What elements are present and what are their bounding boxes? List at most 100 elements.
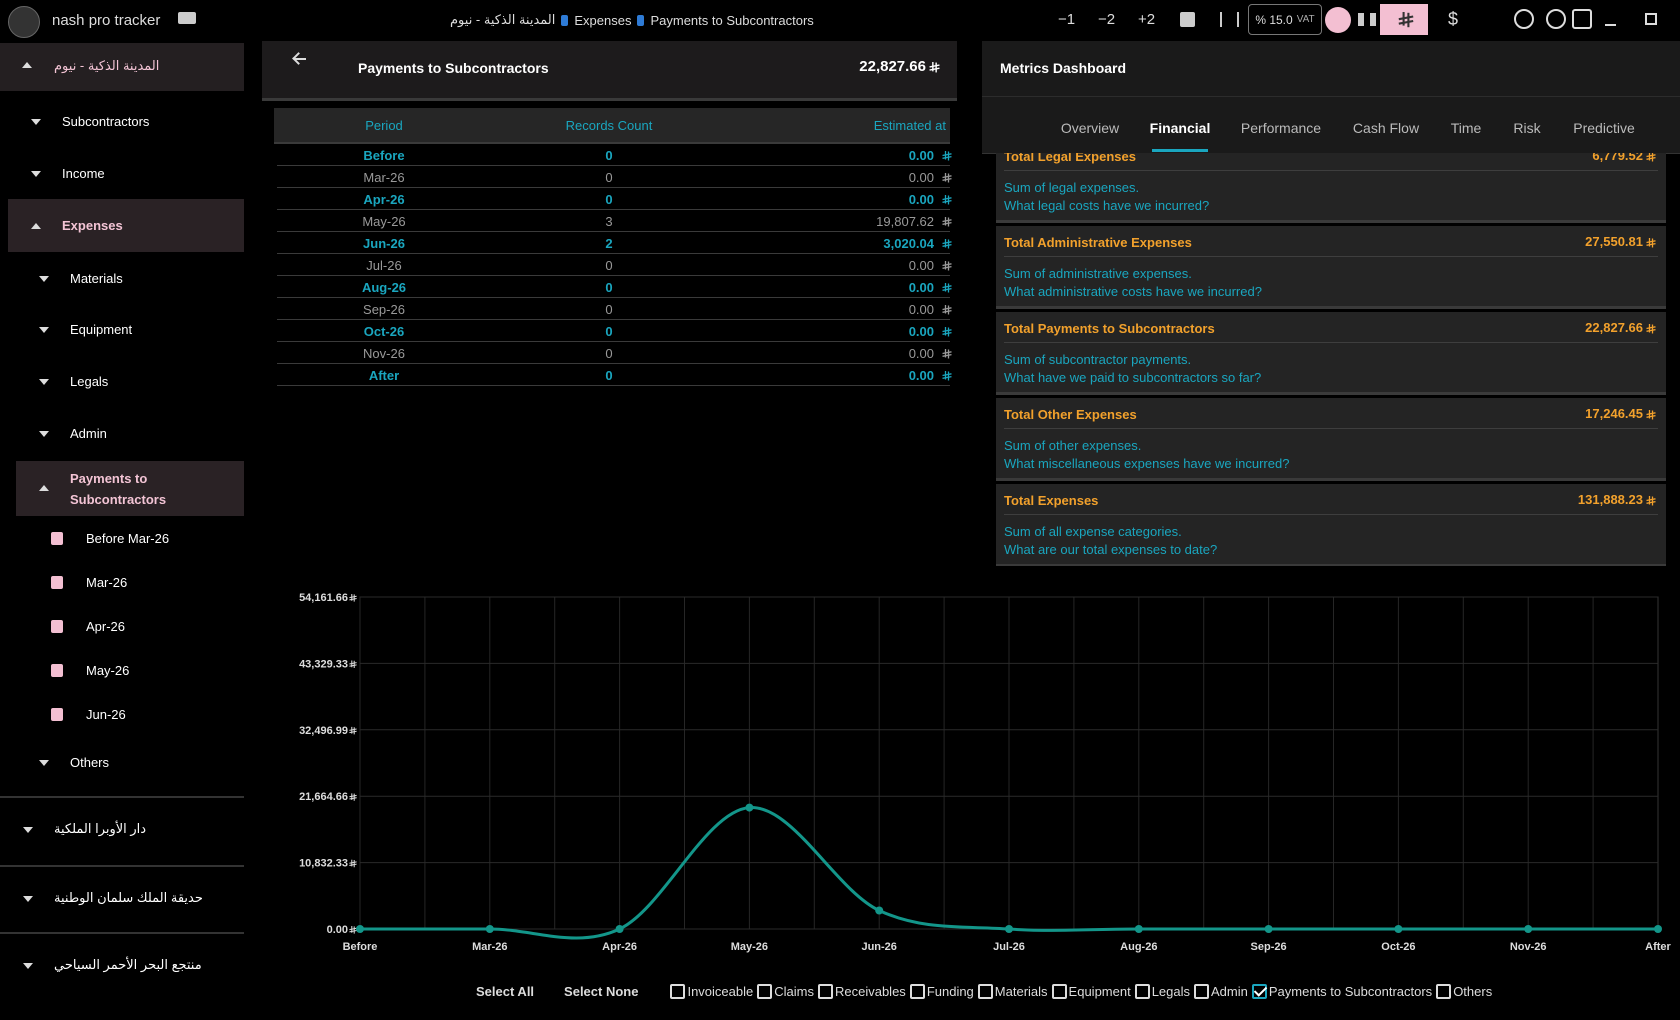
table-header[interactable]: Period bbox=[365, 118, 403, 133]
table-header[interactable]: Records Count bbox=[565, 118, 653, 133]
expand-arrow[interactable] bbox=[23, 963, 33, 969]
table-row-line bbox=[277, 319, 950, 320]
tab[interactable]: Predictive bbox=[1573, 120, 1635, 136]
nav-item[interactable]: Others bbox=[70, 755, 110, 770]
currency-icon bbox=[942, 371, 952, 381]
checkbox[interactable] bbox=[1251, 983, 1268, 999]
card-value-text: 17,246.45 bbox=[1585, 406, 1643, 421]
currency-stroke bbox=[942, 243, 952, 247]
project-name[interactable]: حديقة الملك سلمان الوطنية bbox=[54, 890, 203, 905]
nav-item[interactable]: Equipment bbox=[70, 322, 133, 337]
currency-icon bbox=[1646, 323, 1656, 334]
checkbox[interactable] bbox=[909, 984, 925, 999]
cards-scroll[interactable]: Total Legal Expenses 6,779.52 Sum of legal… bbox=[982, 153, 1680, 566]
vat-box[interactable]: % 15.0 VAT bbox=[1248, 4, 1322, 35]
nav-item[interactable]: Subcontractors bbox=[62, 114, 150, 129]
tab[interactable]: Performance bbox=[1240, 120, 1322, 136]
expand-arrow[interactable] bbox=[39, 327, 49, 333]
checkbox[interactable] bbox=[977, 984, 993, 999]
language-icon[interactable] bbox=[1546, 9, 1566, 29]
checkbox-label[interactable]: Equipment bbox=[1068, 984, 1131, 999]
align-icon[interactable] bbox=[1220, 12, 1239, 27]
checkbox-label[interactable]: Others bbox=[1453, 984, 1493, 999]
checkbox-label[interactable]: Invoiceable bbox=[687, 984, 754, 999]
expand-arrow[interactable] bbox=[23, 827, 33, 833]
tab[interactable]: Risk bbox=[1513, 120, 1541, 136]
maximize-button[interactable] bbox=[1645, 13, 1657, 25]
nav-item[interactable]: Before Mar-26 bbox=[86, 531, 170, 546]
currency-stroke bbox=[1398, 14, 1413, 20]
table-row-line bbox=[277, 275, 950, 276]
theme-icon[interactable] bbox=[1514, 9, 1534, 29]
table-cell: Apr-26 bbox=[363, 192, 405, 207]
checkbox-label[interactable]: Funding bbox=[926, 984, 974, 999]
currency-icon bbox=[1646, 495, 1656, 506]
project-toggle[interactable] bbox=[22, 62, 32, 68]
tab[interactable]: Time bbox=[1450, 120, 1482, 136]
checkbox[interactable] bbox=[817, 984, 833, 999]
checkbox[interactable] bbox=[757, 984, 773, 999]
truck-icon[interactable] bbox=[178, 12, 196, 24]
tab[interactable]: Overview bbox=[1060, 120, 1120, 136]
project-name[interactable]: المدينة الذكية - نيوم bbox=[54, 58, 160, 73]
dollar-button[interactable]: $ bbox=[1448, 9, 1459, 29]
select-all[interactable]: Select All bbox=[476, 984, 535, 999]
step-button[interactable]: −2 bbox=[1098, 11, 1116, 28]
toggle-icon[interactable] bbox=[1358, 13, 1376, 26]
expand-arrow[interactable] bbox=[39, 485, 49, 491]
checkbox[interactable] bbox=[1051, 984, 1067, 999]
expand-arrow[interactable] bbox=[39, 760, 49, 766]
project-name[interactable]: دار الأوبرا الملكية bbox=[54, 821, 147, 836]
step-button[interactable]: −1 bbox=[1058, 11, 1076, 28]
card-value-text: 27,550.81 bbox=[1585, 234, 1643, 249]
nav-item[interactable]: Jun-26 bbox=[86, 707, 126, 722]
table-cell: 0.00 bbox=[908, 368, 934, 383]
confirm-button[interactable] bbox=[1325, 7, 1351, 33]
table-row-line bbox=[277, 385, 950, 386]
expand-arrow[interactable] bbox=[39, 431, 49, 437]
nav-item[interactable]: Expenses bbox=[62, 218, 123, 233]
checkbox-label[interactable]: Payments to Subcontractors bbox=[1268, 984, 1433, 999]
project-name[interactable]: منتجع البحر الأحمر السياحي bbox=[54, 957, 202, 972]
step-button[interactable]: +2 bbox=[1138, 11, 1156, 28]
checkbox[interactable] bbox=[1134, 984, 1150, 999]
expand-arrow[interactable] bbox=[31, 223, 41, 229]
checkbox-label[interactable]: Claims bbox=[774, 984, 814, 999]
minimize-button[interactable] bbox=[1605, 24, 1616, 26]
select-none[interactable]: Select None bbox=[564, 984, 639, 999]
expand-arrow[interactable] bbox=[31, 119, 41, 125]
checkbox-label[interactable]: Materials bbox=[994, 984, 1048, 999]
logout-icon[interactable] bbox=[1572, 9, 1592, 29]
tab[interactable]: Cash Flow bbox=[1352, 120, 1420, 136]
metric-card: Total Expenses 131,888.23 Sum of all expen… bbox=[996, 484, 1666, 566]
expand-arrow[interactable] bbox=[31, 171, 41, 177]
expand-arrow[interactable] bbox=[23, 896, 33, 902]
breadcrumb-item[interactable]: المدينة الذكية - نيوم bbox=[450, 12, 556, 27]
currency-stroke bbox=[942, 309, 952, 313]
checkbox[interactable] bbox=[1436, 984, 1452, 999]
nav-item[interactable]: Payments to Subcontractors bbox=[70, 471, 167, 507]
nav-item[interactable]: Materials bbox=[70, 271, 123, 286]
nav-item[interactable]: May-26 bbox=[86, 663, 130, 678]
breadcrumb-item[interactable]: Payments to Subcontractors bbox=[650, 12, 814, 28]
checkbox-label[interactable]: Legals bbox=[1151, 984, 1191, 999]
expand-arrow[interactable] bbox=[39, 379, 49, 385]
checkbox[interactable] bbox=[1194, 984, 1210, 999]
expand-arrow[interactable] bbox=[39, 276, 49, 282]
nav-item[interactable]: Mar-26 bbox=[86, 575, 128, 590]
card-line: What administrative costs have we incurr… bbox=[1004, 284, 1262, 299]
checkbox[interactable] bbox=[670, 984, 686, 999]
currency-stroke bbox=[349, 595, 357, 599]
riyal-button[interactable] bbox=[1380, 4, 1428, 35]
table-header[interactable]: Estimated at bbox=[873, 118, 946, 133]
nav-item[interactable]: Income bbox=[62, 166, 105, 181]
back-button[interactable] bbox=[294, 58, 306, 60]
checkbox-label[interactable]: Admin bbox=[1211, 984, 1248, 999]
tab[interactable]: Financial bbox=[1149, 120, 1211, 136]
checkbox-label[interactable]: Receivables bbox=[834, 984, 906, 999]
nav-item[interactable]: Apr-26 bbox=[86, 619, 126, 634]
nav-item[interactable]: Admin bbox=[70, 426, 107, 441]
nav-item[interactable]: Legals bbox=[70, 374, 109, 389]
breadcrumb-item[interactable]: Expenses bbox=[574, 12, 632, 28]
widget-icon[interactable] bbox=[1180, 12, 1195, 27]
